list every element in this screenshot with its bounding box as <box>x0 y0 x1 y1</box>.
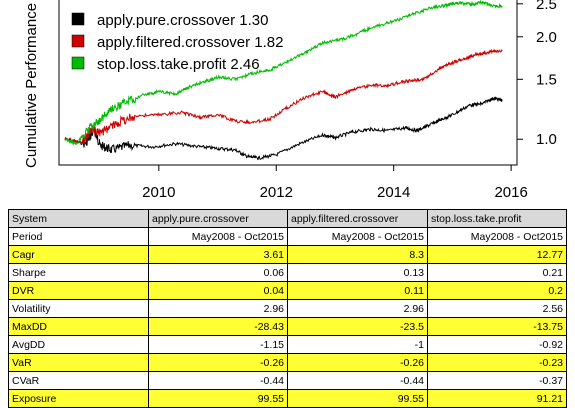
table-cell: 0.2 <box>427 281 567 300</box>
y-tick-label: 2.5 <box>536 0 557 13</box>
row-label: CVaR <box>8 371 149 390</box>
legend-label: stop.loss.take.profit 2.46 <box>97 56 260 73</box>
table-cell: 91.21 <box>427 389 567 408</box>
table-cell: 99.55 <box>287 389 428 408</box>
table-cell: 0.11 <box>287 281 428 300</box>
y-tick-label: 1.0 <box>536 131 557 148</box>
table-cell: -0.26 <box>148 353 288 372</box>
row-label: AvgDD <box>8 335 149 354</box>
table-header-cell: stop.loss.take.profit <box>427 209 567 228</box>
table-cell: -0.37 <box>427 371 567 390</box>
row-label: DVR <box>8 281 149 300</box>
table-cell: May2008 - Oct2015 <box>148 227 288 246</box>
table-cell: -0.44 <box>287 371 428 390</box>
table-cell: 2.96 <box>148 299 288 318</box>
legend-swatch <box>71 56 85 70</box>
table-cell: 0.06 <box>148 263 288 282</box>
table-cell: -28.43 <box>148 317 288 336</box>
table-row: Sharpe 0.06 0.13 0.21 <box>8 263 567 282</box>
legend-swatch <box>71 12 85 26</box>
table-cell: 0.21 <box>427 263 567 282</box>
y-axis: 1.0 1.5 2.0 2.5 <box>517 0 557 148</box>
table-header-cell: System <box>8 209 149 228</box>
table-cell: -13.75 <box>427 317 567 336</box>
table-cell: -1 <box>287 335 428 354</box>
table-cell: -0.92 <box>427 335 567 354</box>
table-cell: -0.44 <box>148 371 288 390</box>
table-body: Period May2008 - Oct2015 May2008 - Oct2015… <box>8 227 567 408</box>
table-row: VaR -0.26 -0.26 -0.23 <box>8 353 567 372</box>
legend-label: apply.filtered.crossover 1.82 <box>97 34 283 51</box>
row-label: Volatility <box>8 299 149 318</box>
series-lines <box>64 0 503 161</box>
table-row: Cagr 3.61 8.3 12.77 <box>8 245 567 264</box>
stats-table: System apply.pure.crossover apply.filtered… <box>8 209 567 408</box>
plot-frame <box>58 0 518 166</box>
table-header-cell: apply.filtered.crossover <box>287 209 428 228</box>
table-row: Volatility 2.96 2.96 2.56 <box>8 299 567 318</box>
series-line <box>64 0 503 146</box>
y-tick-label: 2.0 <box>536 29 557 46</box>
table-cell: May2008 - Oct2015 <box>287 227 428 246</box>
table-cell: -23.5 <box>287 317 428 336</box>
table-cell: 2.56 <box>427 299 567 318</box>
row-label: MaxDD <box>8 317 149 336</box>
table-row: Exposure 99.55 99.55 91.21 <box>8 389 567 408</box>
row-label: Sharpe <box>8 263 149 282</box>
table-cell: 0.13 <box>287 263 428 282</box>
performance-chart: Cumulative Performance 2010 2012 2014 2016 … <box>23 0 557 201</box>
table-cell: -0.26 <box>287 353 428 372</box>
table-row: CVaR -0.44 -0.44 -0.37 <box>8 371 567 390</box>
row-label: Period <box>8 227 149 246</box>
series-line <box>64 96 503 161</box>
table-cell: -0.23 <box>427 353 567 372</box>
x-tick-label: 2012 <box>260 184 293 201</box>
x-tick-label: 2010 <box>142 184 175 201</box>
table-cell: 0.04 <box>148 281 288 300</box>
table-row: DVR 0.04 0.11 0.2 <box>8 281 567 300</box>
table-header-row: System apply.pure.crossover apply.filtered… <box>8 209 567 228</box>
x-tick-label: 2014 <box>377 184 410 201</box>
table-row: Period May2008 - Oct2015 May2008 - Oct2015… <box>8 227 567 246</box>
y-axis-label: Cumulative Performance <box>23 3 40 168</box>
table-cell: 12.77 <box>427 245 567 264</box>
row-label: Cagr <box>8 245 149 264</box>
x-axis: 2010 2012 2014 2016 <box>142 165 528 201</box>
table-cell: May2008 - Oct2015 <box>427 227 567 246</box>
row-label: Exposure <box>8 389 149 408</box>
y-tick-label: 1.5 <box>536 71 557 88</box>
legend-swatch <box>71 34 85 48</box>
row-label: VaR <box>8 353 149 372</box>
legend-label: apply.pure.crossover 1.30 <box>97 12 268 29</box>
table-cell: 3.61 <box>148 245 288 264</box>
series-line <box>64 48 503 145</box>
table-row: MaxDD -28.43 -23.5 -13.75 <box>8 317 567 336</box>
table-cell: 99.55 <box>148 389 288 408</box>
table-row: AvgDD -1.15 -1 -0.92 <box>8 335 567 354</box>
x-tick-label: 2016 <box>494 184 527 201</box>
table-cell: 2.96 <box>287 299 428 318</box>
table-header-cell: apply.pure.crossover <box>148 209 288 228</box>
legend: apply.pure.crossover 1.30 apply.filtered.… <box>71 12 283 73</box>
table-cell: -1.15 <box>148 335 288 354</box>
table-cell: 8.3 <box>287 245 428 264</box>
